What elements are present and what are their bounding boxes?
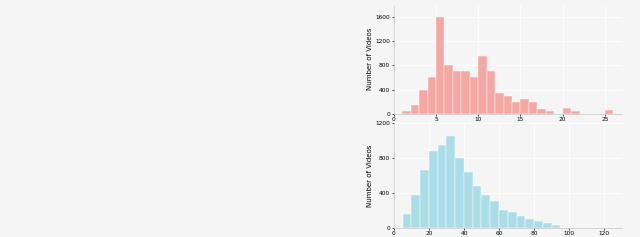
Bar	[490, 201, 499, 228]
Bar	[529, 102, 538, 114]
Bar	[552, 225, 561, 228]
Bar	[453, 71, 461, 114]
Bar	[461, 71, 470, 114]
Bar	[436, 17, 444, 114]
Bar	[478, 56, 486, 114]
Bar	[429, 151, 438, 228]
Bar	[444, 65, 453, 114]
Bar	[438, 145, 446, 228]
Bar	[411, 105, 419, 114]
Bar	[470, 77, 478, 114]
Bar	[486, 71, 495, 114]
Bar	[420, 170, 429, 228]
Y-axis label: Number of Videos: Number of Videos	[367, 144, 373, 207]
Bar	[499, 210, 508, 228]
Bar	[481, 195, 490, 228]
Bar	[538, 109, 546, 114]
Bar	[495, 93, 504, 114]
X-axis label: Video Duration (seconds): Video Duration (seconds)	[463, 124, 552, 131]
Bar	[520, 99, 529, 114]
Bar	[412, 195, 420, 228]
Bar	[543, 223, 552, 228]
Bar	[516, 216, 525, 228]
Bar	[512, 102, 520, 114]
Y-axis label: Number of Videos: Number of Videos	[367, 28, 373, 91]
Bar	[419, 90, 428, 114]
Bar	[464, 172, 473, 228]
Bar	[563, 108, 571, 114]
Bar	[428, 77, 436, 114]
Bar	[455, 158, 464, 228]
Bar	[508, 212, 516, 228]
Bar	[571, 111, 580, 114]
Bar	[504, 96, 512, 114]
Bar	[534, 221, 543, 228]
Bar	[403, 214, 412, 228]
Bar	[605, 109, 613, 114]
Bar	[473, 186, 481, 228]
Bar	[446, 136, 455, 228]
Bar	[525, 219, 534, 228]
Bar	[546, 111, 554, 114]
Bar	[402, 111, 411, 114]
